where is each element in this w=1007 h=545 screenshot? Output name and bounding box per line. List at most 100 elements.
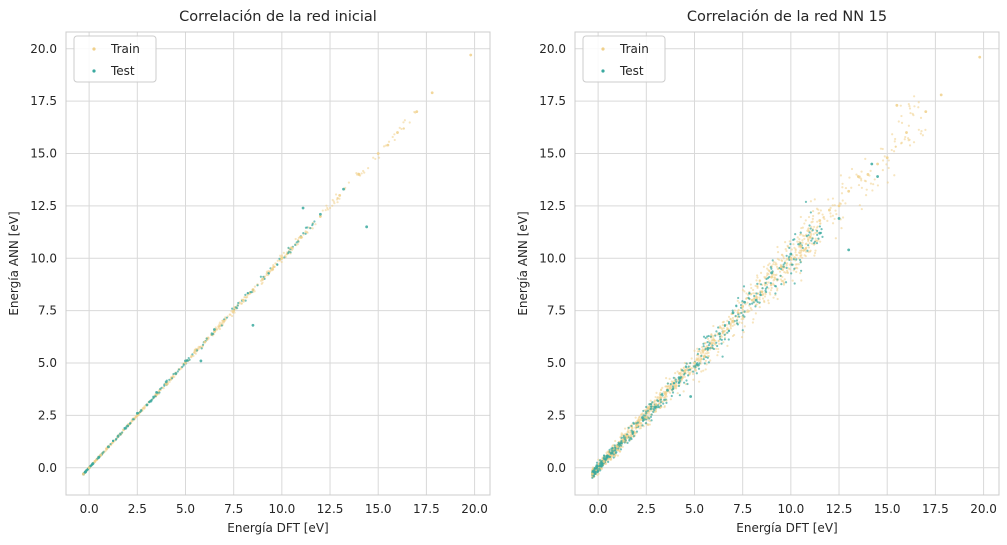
point-cloud-marker (667, 385, 670, 388)
point-cloud-marker (813, 251, 817, 255)
point-cloud-marker (621, 445, 624, 448)
point-cloud-marker (618, 450, 622, 453)
point-cloud-marker (804, 200, 808, 204)
data-point-train (856, 175, 860, 178)
point-cloud-marker (798, 237, 801, 241)
point-cloud-marker (721, 324, 724, 327)
point-cloud-marker (698, 349, 701, 353)
point-cloud-marker (811, 209, 815, 213)
data-point-test (301, 206, 305, 210)
point-cloud-marker (720, 335, 724, 338)
data-point-train (430, 91, 434, 95)
point-cloud-marker (808, 231, 811, 234)
legend-label-train: Train (619, 42, 649, 56)
y-tick-label: 2.5 (38, 408, 57, 422)
point-cloud-marker (711, 344, 714, 347)
point-cloud-marker (807, 227, 810, 230)
point-cloud-marker (201, 343, 205, 346)
point-cloud-marker (276, 259, 279, 262)
point-cloud-marker (328, 206, 332, 210)
point-cloud-marker (591, 476, 594, 479)
data-point-train (155, 393, 158, 396)
point-cloud-marker (334, 193, 338, 196)
point-cloud-marker (607, 460, 610, 464)
point-cloud-marker (803, 237, 806, 241)
y-tick-label: 7.5 (38, 304, 57, 318)
point-cloud-marker (387, 140, 391, 143)
point-cloud-marker (656, 397, 659, 400)
point-cloud-marker (623, 427, 627, 430)
point-cloud-marker (772, 279, 775, 282)
point-cloud-marker (731, 324, 734, 328)
point-cloud-marker (731, 309, 734, 312)
point-cloud-marker (795, 253, 798, 257)
point-cloud-marker (872, 183, 875, 186)
point-cloud-marker (694, 366, 697, 369)
data-point-train (654, 403, 658, 407)
point-cloud-marker (689, 361, 692, 365)
point-cloud-marker (672, 382, 676, 385)
point-cloud-marker (714, 334, 717, 337)
point-cloud-marker (402, 121, 405, 124)
point-cloud-marker (274, 262, 277, 265)
point-cloud-marker (716, 354, 719, 357)
point-cloud-marker (748, 297, 751, 300)
point-cloud-marker (692, 370, 695, 373)
point-cloud-marker (694, 368, 697, 371)
point-cloud-marker (675, 380, 678, 383)
point-cloud-marker (833, 204, 836, 207)
point-cloud-marker (236, 304, 239, 307)
point-cloud-marker (413, 110, 416, 114)
point-cloud-marker (759, 271, 763, 274)
point-cloud-marker (881, 169, 884, 172)
point-cloud-marker (780, 283, 783, 286)
point-cloud-marker (665, 376, 668, 380)
point-cloud-marker (774, 261, 777, 264)
point-cloud-marker (800, 269, 803, 272)
point-cloud-marker (783, 271, 786, 274)
point-cloud-marker (224, 318, 227, 321)
point-cloud-marker (826, 219, 829, 222)
point-cloud-marker (682, 390, 685, 393)
point-cloud-marker (214, 326, 217, 329)
data-point-test (97, 455, 101, 459)
point-cloud-marker (726, 344, 729, 348)
point-cloud-marker (377, 156, 381, 159)
point-cloud-marker (681, 372, 684, 376)
point-cloud-marker (705, 363, 708, 366)
x-tick-label: 10.0 (777, 502, 804, 516)
point-cloud-marker (756, 282, 759, 285)
y-tick-label: 15.0 (539, 147, 566, 161)
point-cloud-marker (793, 282, 796, 285)
y-tick-label: 10.0 (539, 251, 566, 265)
point-cloud-marker (168, 380, 171, 383)
point-cloud-marker (864, 194, 868, 197)
point-cloud-marker (265, 272, 268, 275)
point-cloud-marker (393, 133, 396, 136)
y-tick-label: 12.5 (30, 199, 57, 213)
data-point-test (126, 424, 130, 428)
point-cloud-marker (841, 216, 845, 219)
point-cloud-marker (218, 327, 221, 331)
point-cloud-marker (767, 264, 770, 267)
point-cloud-marker (704, 368, 707, 371)
point-cloud-marker (650, 419, 653, 422)
point-cloud-marker (817, 237, 820, 240)
x-tick-label: 5.0 (685, 502, 704, 516)
point-cloud-marker (750, 308, 753, 311)
point-cloud-marker (829, 215, 832, 218)
point-cloud-marker (684, 383, 687, 386)
point-cloud-marker (819, 240, 822, 243)
point-cloud-marker (668, 377, 671, 380)
point-cloud-marker (702, 369, 705, 372)
point-cloud-marker (717, 347, 720, 351)
point-cloud-marker (656, 406, 660, 409)
x-tick-label: 2.5 (637, 502, 656, 516)
data-point-test (610, 451, 614, 455)
data-point-train (876, 162, 879, 166)
point-cloud-marker (630, 424, 633, 428)
point-cloud-marker (678, 394, 681, 397)
point-cloud-marker (881, 147, 884, 151)
point-cloud-marker (751, 288, 755, 292)
point-cloud-marker (611, 446, 614, 450)
